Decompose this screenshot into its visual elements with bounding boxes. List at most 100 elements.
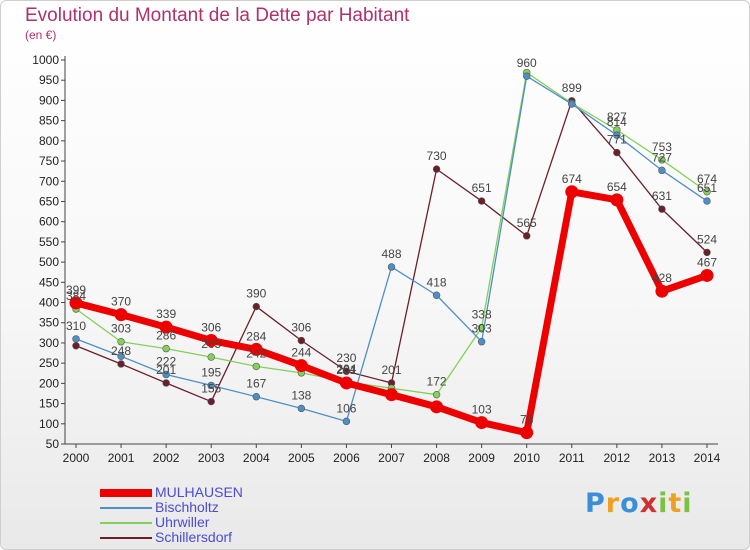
data-point-uhrwiller — [162, 344, 170, 353]
data-label-schillersdorf: 651 — [472, 181, 492, 195]
data-label-mulhausen: 370 — [111, 295, 131, 309]
data-label-mulhausen: 467 — [697, 255, 717, 269]
x-tick-label: 2008 — [423, 451, 450, 465]
data-point-schillersdorf — [477, 197, 486, 205]
data-point-bischholtz — [568, 100, 576, 108]
data-label-schillersdorf: 771 — [607, 133, 627, 147]
data-label-bischholtz: 310 — [66, 319, 86, 333]
x-tick-label: 2007 — [378, 451, 405, 465]
data-point-bischholtz — [658, 166, 666, 175]
data-label-mulhausen: 78 — [520, 413, 534, 427]
legend-swatch — [100, 522, 152, 524]
legend-label: Schillersdorf — [155, 529, 233, 545]
data-point-mulhausen — [655, 284, 669, 298]
x-tick-label: 2003 — [198, 451, 225, 465]
x-tick-label: 2011 — [559, 451, 585, 465]
y-tick-label: 200 — [39, 376, 59, 390]
data-point-mulhausen — [69, 296, 83, 310]
data-label-mulhausen: 399 — [66, 283, 86, 297]
data-point-bischholtz — [432, 291, 441, 299]
data-point-bischholtz — [342, 417, 351, 426]
data-point-mulhausen — [475, 416, 489, 430]
y-tick-label: 50 — [46, 437, 60, 451]
y-tick-label: 550 — [39, 235, 59, 249]
data-point-uhrwiller — [658, 156, 666, 164]
proxiti-logo: Proxiti — [585, 488, 693, 519]
x-tick-label: 2010 — [513, 451, 540, 465]
data-point-schillersdorf — [117, 360, 125, 368]
y-tick-label: 300 — [39, 336, 59, 350]
data-point-mulhausen — [159, 320, 173, 334]
data-label-uhrwiller: 204 — [336, 362, 356, 376]
y-tick-label: 500 — [39, 255, 59, 269]
data-point-uhrwiller — [207, 353, 215, 361]
data-label-mulhausen: 201 — [336, 363, 356, 377]
data-point-schillersdorf — [613, 148, 621, 157]
data-point-bischholtz — [477, 338, 486, 346]
data-label-uhrwiller: 242 — [246, 346, 266, 360]
y-tick-label: 250 — [39, 356, 59, 370]
logo-letter: t — [668, 488, 683, 519]
legend-swatch — [100, 537, 152, 539]
data-label-bischholtz: 651 — [697, 181, 717, 195]
x-tick-label: 2005 — [288, 451, 315, 465]
data-label-mulhausen: 428 — [652, 271, 672, 285]
data-label-bischholtz: 814 — [607, 115, 627, 129]
data-point-mulhausen — [204, 334, 218, 348]
data-label-bischholtz: 418 — [427, 275, 447, 289]
y-tick-label: 150 — [39, 397, 59, 411]
data-label-bischholtz: 195 — [201, 365, 221, 379]
data-point-schillersdorf — [523, 232, 531, 240]
data-point-bischholtz — [613, 131, 621, 139]
data-label-bischholtz: 222 — [156, 354, 176, 368]
data-point-mulhausen — [610, 193, 624, 207]
data-point-schillersdorf — [658, 205, 666, 213]
y-tick-label: 650 — [39, 194, 59, 208]
data-point-schillersdorf — [207, 397, 215, 406]
data-label-bischholtz: 727 — [652, 150, 672, 164]
chart-series-lines — [69, 68, 714, 440]
data-point-mulhausen — [385, 388, 398, 402]
data-label-schillersdorf: 524 — [697, 232, 717, 246]
x-tick-label: 2013 — [649, 451, 676, 465]
y-tick-label: 800 — [39, 134, 59, 148]
data-point-bischholtz — [162, 370, 170, 379]
data-point-uhrwiller — [703, 188, 711, 196]
data-point-schillersdorf — [72, 342, 80, 350]
y-tick-label: 600 — [39, 215, 59, 229]
x-tick-label: 2000 — [63, 451, 90, 465]
data-label-uhrwiller: 674 — [697, 172, 717, 186]
data-label-schillersdorf: 201 — [381, 363, 401, 377]
chart-axes: 50 100 150 200 250 300 350 400 450 500 550 600 650 70… — [32, 53, 720, 465]
legend-swatch — [100, 507, 152, 509]
data-label-schillersdorf: 230 — [336, 351, 356, 365]
data-point-mulhausen — [430, 400, 444, 414]
data-label-schillersdorf: 899 — [562, 81, 582, 95]
legend-label: Uhrwiller — [155, 514, 210, 530]
legend-label: MULHAUSEN — [155, 484, 243, 500]
data-point-uhrwiller — [432, 390, 441, 399]
data-point-mulhausen — [565, 185, 579, 199]
x-tick-label: 2009 — [468, 451, 495, 465]
data-label-schillersdorf: 248 — [111, 344, 131, 358]
data-point-mulhausen — [114, 308, 128, 322]
data-label-uhrwiller: 303 — [111, 322, 131, 336]
data-label-mulhausen: 674 — [562, 172, 582, 186]
data-point-bischholtz — [117, 352, 125, 360]
data-point-uhrwiller — [117, 338, 125, 346]
data-point-schillersdorf — [297, 336, 306, 345]
data-label-schillersdorf: 390 — [246, 287, 266, 301]
data-label-uhrwiller: 384 — [66, 289, 86, 303]
x-tick-label: 2006 — [333, 451, 360, 465]
data-point-bischholtz — [387, 263, 396, 271]
data-label-schillersdorf: 631 — [652, 189, 672, 203]
chart-title: Evolution du Montant de la Dette par Hab… — [25, 5, 410, 26]
y-tick-label: 700 — [39, 174, 59, 188]
data-label-uhrwiller: 286 — [156, 329, 176, 343]
data-point-mulhausen — [520, 426, 534, 440]
data-label-schillersdorf: 201 — [156, 363, 176, 377]
y-tick-label: 450 — [39, 275, 59, 289]
data-label-bischholtz: 960 — [517, 56, 537, 70]
data-label-mulhausen: 306 — [201, 321, 221, 335]
data-label-mulhausen: 103 — [472, 403, 492, 417]
